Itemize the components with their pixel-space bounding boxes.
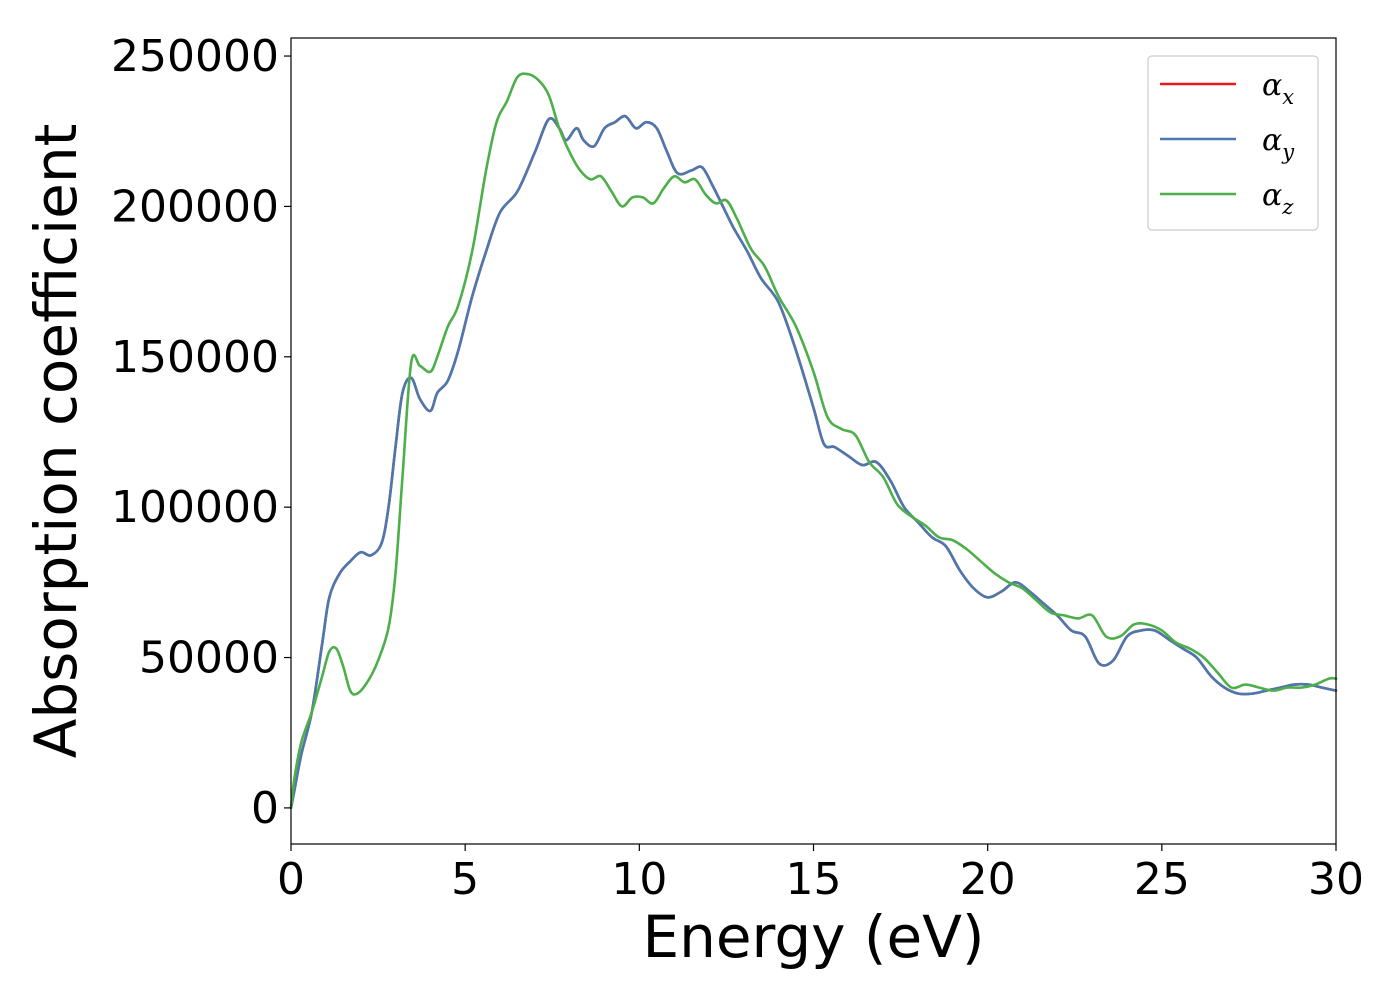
- series-layer: [289, 72, 1338, 810]
- x-tick-label: 10: [611, 854, 667, 905]
- legend-label-x: αx: [1262, 68, 1294, 109]
- x-tick-label: 20: [960, 854, 1016, 905]
- y-axis-label: Absorption coefficient: [22, 124, 90, 759]
- x-tick-label: 25: [1134, 854, 1190, 905]
- x-tick-label: 15: [786, 854, 842, 905]
- x-tick-label: 5: [451, 854, 479, 905]
- series-line-y: [289, 114, 1338, 810]
- axis-ticks: 0 5 10 15 20 25 30 0 50000 100000 150000 200000 2500…: [111, 31, 1364, 905]
- x-tick-label: 0: [277, 854, 305, 905]
- x-tick-label: 30: [1308, 854, 1364, 905]
- y-tick-label: 100000: [111, 482, 279, 533]
- y-tick-label: 200000: [111, 181, 279, 232]
- x-axis-label: Energy (eV): [642, 903, 984, 971]
- y-tick-label: 50000: [139, 633, 279, 684]
- legend-box: [1147, 55, 1319, 231]
- y-tick-label: 0: [251, 783, 279, 834]
- series-line-z: [289, 72, 1338, 810]
- y-tick-label: 250000: [111, 31, 279, 82]
- y-tick-label: 150000: [111, 332, 279, 383]
